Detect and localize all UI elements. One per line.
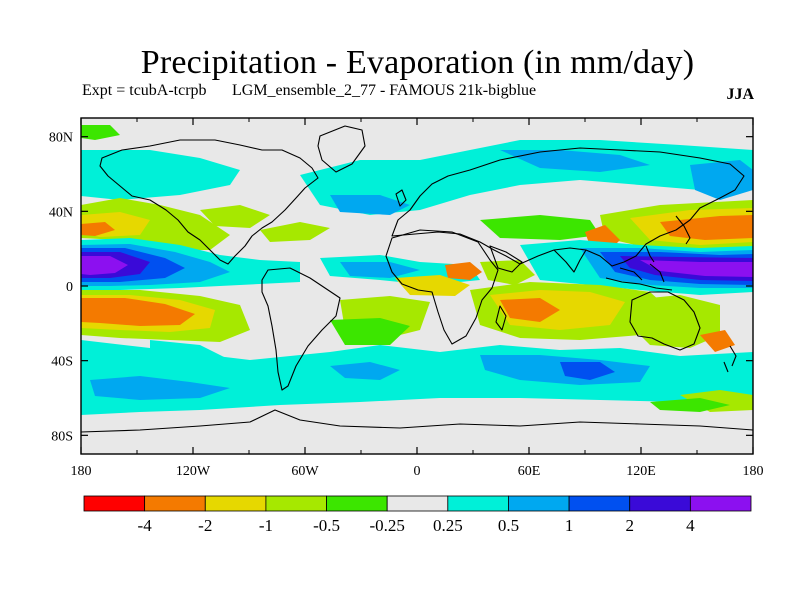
colorbar-swatch xyxy=(689,495,752,512)
colorbar-label: -2 xyxy=(198,516,212,535)
ne-pacific-green xyxy=(81,198,230,250)
colorbar-label: -0.5 xyxy=(313,516,340,535)
central-asia-green xyxy=(480,215,600,240)
coast-madagascar xyxy=(495,305,507,331)
lon-label: 180 xyxy=(743,464,764,479)
experiment-label: Expt = tcubA-tcrpb xyxy=(82,82,207,99)
south-pacific-red-edge xyxy=(81,302,120,316)
lon-label: 60W xyxy=(291,464,319,479)
colorbar-swatch xyxy=(83,495,146,512)
lat-label: 40S xyxy=(51,355,73,370)
west-pacific-orange xyxy=(660,215,753,240)
east-africa-green xyxy=(480,260,535,285)
coast-north-america xyxy=(99,139,319,265)
lon-label: 0 xyxy=(414,464,421,479)
north-atlantic-green xyxy=(260,222,330,242)
colorbar-swatch xyxy=(144,495,206,512)
colorbar-swatch xyxy=(629,495,691,512)
siberia-blue xyxy=(500,150,650,172)
colorbar-label: 1 xyxy=(565,516,574,535)
lon-label: 180 xyxy=(71,464,92,479)
colorbar-label: 4 xyxy=(686,516,695,535)
south-indian-darkblue xyxy=(560,362,615,380)
longitude-axis: 180 120W 60W 0 60E 120E 180 xyxy=(71,118,764,479)
coast-new-zealand xyxy=(723,345,737,373)
southern-pacific-blue xyxy=(90,376,230,400)
colorbar-label: -1 xyxy=(259,516,273,535)
colorbar: -4 -2 -1 -0.5 -0.25 0.25 0.5 1 2 4 xyxy=(83,495,752,535)
colorbar-label: 0.25 xyxy=(433,516,463,535)
australia-orange xyxy=(700,330,735,352)
coast-africa xyxy=(385,229,499,345)
colorbar-label: 2 xyxy=(625,516,634,535)
coast-uk xyxy=(395,189,407,207)
warm-pool-purple xyxy=(640,260,753,277)
lon-label: 120E xyxy=(626,464,656,479)
run-label: LGM_ensemble_2_77 - FAMOUS 21k-bigblue xyxy=(232,82,537,99)
sw-pacific-green-band xyxy=(650,398,730,412)
coast-arabia xyxy=(489,245,523,273)
coast-indonesia xyxy=(605,245,673,291)
season-label: JJA xyxy=(726,86,754,103)
south-atlantic-bright-green xyxy=(330,318,410,345)
colorbar-label: 0.5 xyxy=(498,516,519,535)
lon-label: 120W xyxy=(176,464,211,479)
colorbar-swatch xyxy=(568,495,631,512)
africa-yellow xyxy=(395,275,470,296)
south-indian-green-band xyxy=(680,390,753,412)
coast-antarctica xyxy=(81,409,753,433)
ne-pacific-orange xyxy=(81,222,115,236)
coast-india xyxy=(553,249,587,273)
south-indian-orange xyxy=(500,298,560,322)
mid-atlantic-green xyxy=(200,205,270,228)
coast-australia xyxy=(629,291,701,351)
colorbar-label: -0.25 xyxy=(369,516,404,535)
plot-title: Precipitation - Evaporation (in mm/day) xyxy=(140,44,695,81)
north-pacific-wet xyxy=(81,150,240,200)
north-atlantic-blue xyxy=(330,195,410,215)
colorbar-label: -4 xyxy=(138,516,153,535)
colorbar-swatch xyxy=(508,495,570,512)
lat-label: 40N xyxy=(49,205,73,220)
colorbar-swatch xyxy=(326,495,388,512)
lat-label: 0 xyxy=(66,280,73,295)
colorbar-swatch xyxy=(265,495,327,512)
tropical-pacific-purple xyxy=(81,256,128,275)
lat-label: 80N xyxy=(49,131,73,146)
coast-greenland xyxy=(317,125,366,173)
coastlines xyxy=(81,125,753,433)
pe-field xyxy=(81,118,753,454)
coast-japan xyxy=(675,215,691,245)
southern-atlantic-blue xyxy=(330,362,400,380)
lat-label: 80S xyxy=(51,429,73,444)
coast-south-america xyxy=(261,267,341,391)
colorbar-swatch xyxy=(204,495,267,512)
north-atlantic-wet xyxy=(300,140,753,215)
colorbar-swatch xyxy=(447,495,509,512)
latitude-axis: 80N 40N 0 40S 80S xyxy=(49,131,753,444)
arabian-sea-orange xyxy=(445,262,482,280)
colorbar-swatch xyxy=(386,495,449,512)
lon-label: 60E xyxy=(518,464,541,479)
tropical-atlantic-blue xyxy=(340,262,420,278)
arctic-green xyxy=(81,125,120,140)
